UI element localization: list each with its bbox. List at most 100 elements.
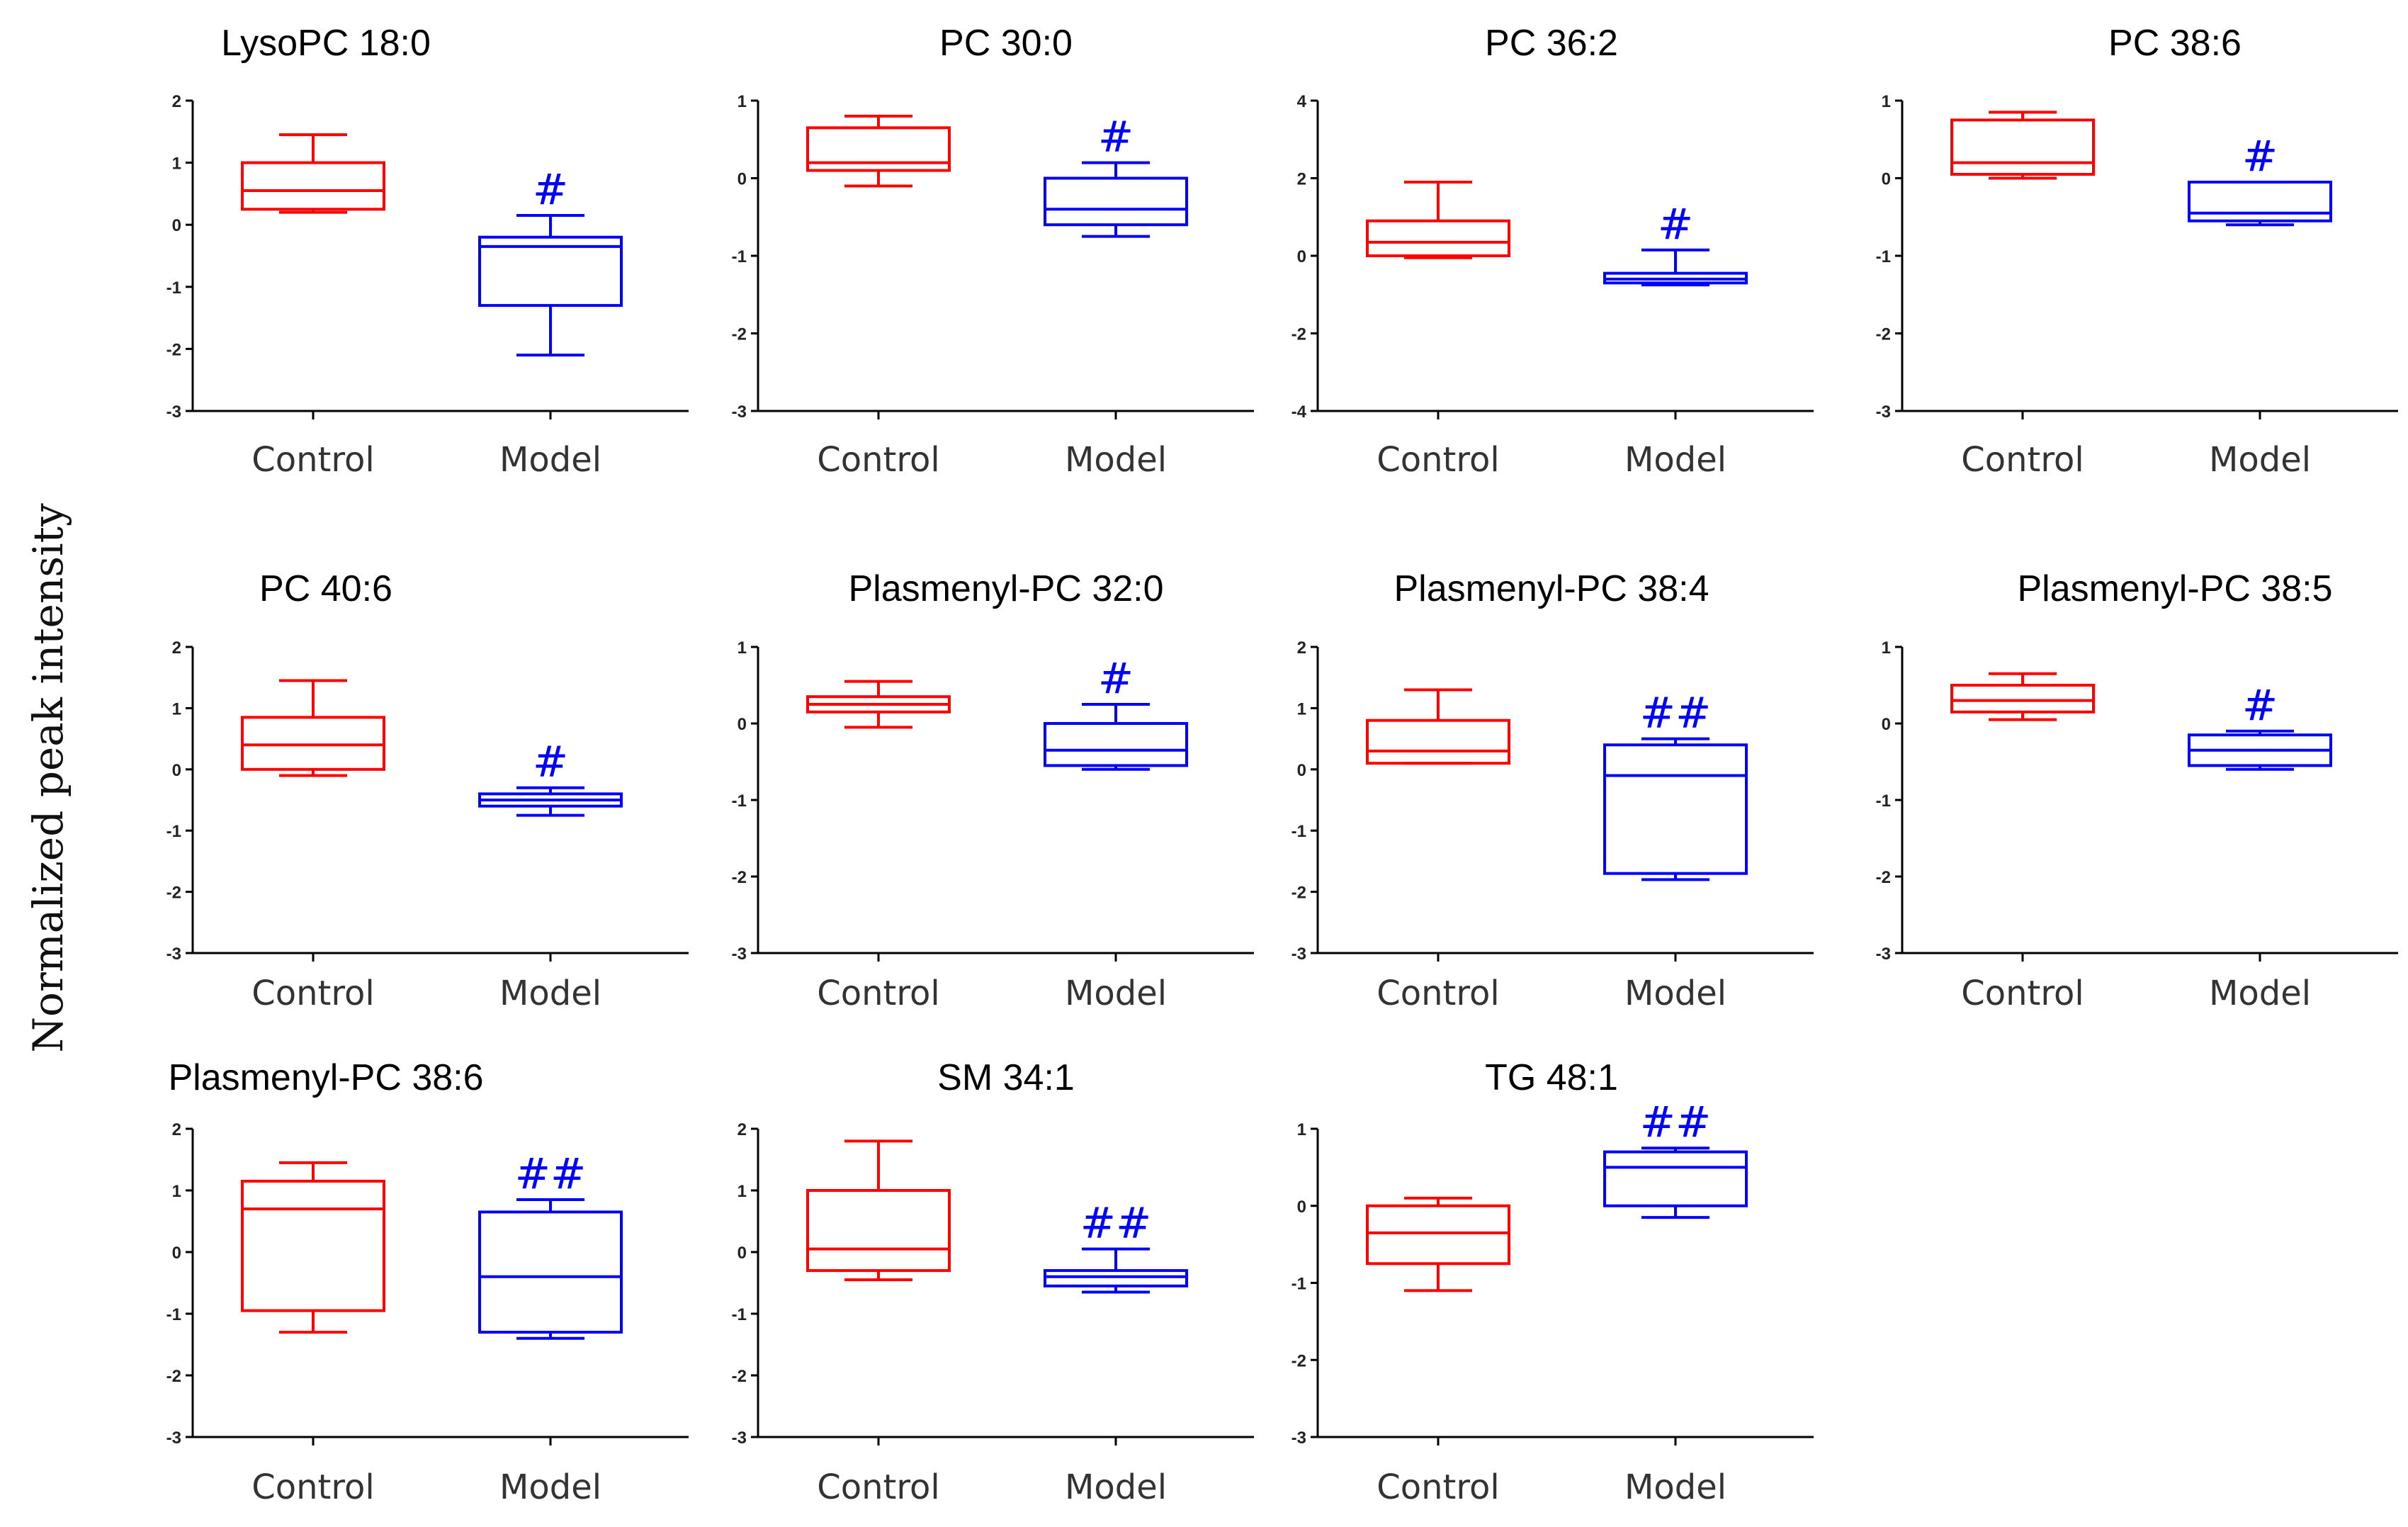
panel-title: Plasmenyl-PC 38:4 [1394, 568, 1709, 609]
iqr-box [1603, 1150, 1748, 1207]
panel: PC 36:2 4 2 0 -2 -4 Control Model # [1291, 23, 1814, 480]
panel: Plasmenyl-PC 38:5 1 0 -1 -2 -3 Control Model # [1876, 568, 2398, 1013]
iqr-box [1603, 743, 1748, 875]
y-tick-label: -1 [732, 247, 747, 266]
y-tick-label: 0 [1297, 1198, 1306, 1217]
x-category-label: Control [251, 1467, 375, 1507]
y-tick-label: -2 [166, 340, 181, 359]
significance-marker: # [1098, 113, 1134, 162]
y-tick-label: -3 [166, 402, 181, 422]
box-model: Model ## [1044, 1199, 1188, 1507]
y-tick-label: 2 [172, 1120, 181, 1139]
y-tick-label: 0 [1882, 170, 1891, 189]
iqr-box [241, 161, 385, 211]
box-control: Control [806, 680, 951, 1013]
significance-marker: ## [515, 1149, 587, 1199]
box-model: Model # [2188, 132, 2332, 480]
box-control: Control [241, 1161, 385, 1507]
y-tick-label: 1 [1882, 638, 1891, 658]
x-category-label: Control [1377, 1467, 1500, 1507]
x-category-label: Control [817, 1467, 940, 1507]
significance-marker: # [1658, 200, 1693, 249]
box-model: Model # [2188, 681, 2332, 1013]
iqr-box [1044, 176, 1188, 227]
iqr-box [1950, 684, 2095, 714]
box-control: Control [1950, 111, 2095, 480]
x-category-label: Model [499, 974, 601, 1013]
y-tick-label: -1 [1876, 247, 1891, 266]
significance-marker: ## [1640, 689, 1712, 738]
y-tick-label: 2 [1297, 170, 1306, 189]
iqr-box [806, 126, 951, 172]
y-tick-label: -2 [1291, 1351, 1306, 1370]
iqr-box [1366, 219, 1510, 258]
y-tick-label: 1 [737, 92, 747, 111]
y-tick-label: 0 [1297, 247, 1306, 266]
x-category-label: Model [1624, 974, 1726, 1013]
y-tick-label: -2 [1291, 884, 1306, 903]
panel-title: PC 36:2 [1485, 23, 1618, 64]
y-tick-label: -2 [166, 1367, 181, 1386]
box-control: Control [806, 114, 951, 480]
panel-title: PC 40:6 [259, 568, 392, 609]
iqr-box [241, 716, 385, 771]
x-category-label: Control [1377, 440, 1500, 480]
y-tick-label: -1 [166, 1305, 181, 1324]
box-model: Model # [478, 738, 623, 1013]
box-control: Control [806, 1139, 951, 1507]
y-tick-label: -3 [732, 1429, 747, 1448]
y-tick-label: -2 [1876, 868, 1891, 887]
iqr-box [806, 1189, 951, 1273]
panel: Plasmenyl-PC 32:0 1 0 -1 -2 -3 Control Model # [732, 568, 1254, 1013]
iqr-box [1366, 1204, 1510, 1266]
panel-title: LysoPC 18:0 [221, 23, 431, 64]
y-tick-label: 1 [172, 154, 181, 174]
significance-marker: # [2242, 132, 2278, 181]
y-tick-label: -1 [732, 791, 747, 811]
significance-marker: # [1098, 654, 1134, 704]
y-tick-label: -3 [1291, 945, 1306, 964]
panel-title: PC 38:6 [2108, 23, 2242, 64]
y-tick-label: -1 [1291, 822, 1306, 841]
box-model: Model ## [478, 1149, 623, 1507]
y-tick-label: -1 [732, 1305, 747, 1324]
significance-marker: ## [1640, 1098, 1712, 1147]
x-category-label: Control [251, 974, 375, 1013]
box-control: Control [1366, 180, 1510, 480]
y-tick-label: -2 [732, 1367, 747, 1386]
y-tick-label: -1 [1291, 1275, 1306, 1294]
y-tick-label: -2 [1291, 325, 1306, 344]
box-control: Control [1366, 688, 1510, 1013]
x-category-label: Control [1961, 974, 2084, 1013]
y-axis-label: Normalized peak intensity [24, 503, 72, 1053]
y-tick-label: 0 [737, 715, 747, 734]
y-tick-label: -2 [166, 884, 181, 903]
y-tick-label: 1 [1297, 699, 1306, 719]
box-control: Control [241, 679, 385, 1013]
significance-marker: ## [1080, 1199, 1152, 1249]
y-tick-label: -1 [166, 822, 181, 841]
box-model: Model ## [1603, 689, 1748, 1013]
iqr-box [1044, 1269, 1188, 1287]
panel: Plasmenyl-PC 38:4 2 1 0 -1 -2 -3 Control Model ## [1291, 568, 1814, 1013]
y-tick-label: 0 [1297, 761, 1306, 780]
iqr-box [1950, 118, 2095, 176]
x-category-label: Control [1961, 440, 2084, 480]
y-tick-label: 1 [1882, 92, 1891, 111]
y-tick-label: 1 [172, 1182, 181, 1201]
x-category-label: Model [499, 440, 601, 480]
box-control: Control [1366, 1196, 1510, 1507]
box-model: Model # [1044, 654, 1188, 1013]
x-category-label: Model [1065, 974, 1167, 1013]
panel: PC 30:0 1 0 -1 -2 -3 Control Model # [732, 23, 1254, 480]
panel: LysoPC 18:0 2 1 0 -1 -2 -3 Control Model # [166, 23, 689, 480]
y-tick-label: 0 [1882, 715, 1891, 734]
panel-title: SM 34:1 [937, 1057, 1075, 1098]
box-control: Control [241, 133, 385, 480]
x-category-label: Model [1624, 1467, 1726, 1507]
panel: Plasmenyl-PC 38:6 2 1 0 -1 -2 -3 Control Model ## [166, 1057, 689, 1507]
panel-title: Plasmenyl-PC 38:6 [168, 1057, 483, 1098]
y-tick-label: -3 [166, 1429, 181, 1448]
